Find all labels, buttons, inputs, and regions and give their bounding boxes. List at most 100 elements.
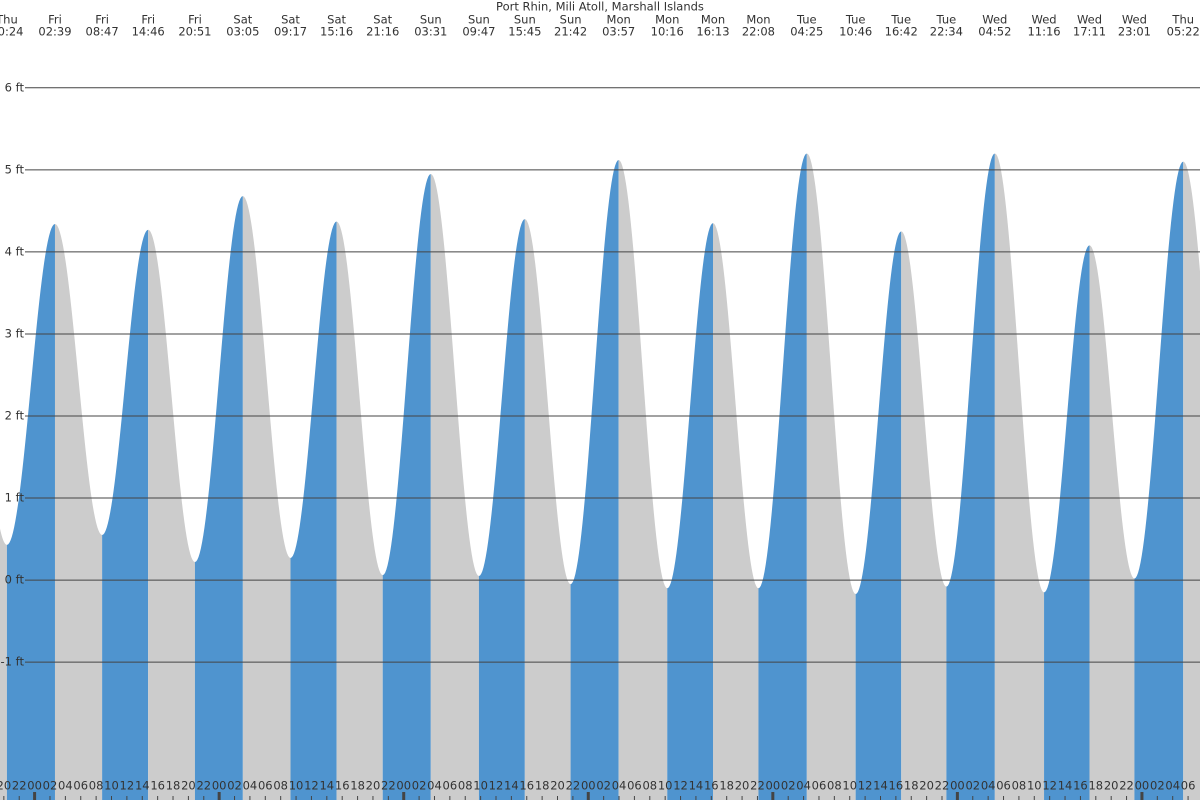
event-day: Mon [655, 13, 679, 27]
event-day: Wed [1032, 13, 1057, 27]
x-tick-label: 08 [89, 779, 104, 793]
x-tick-label: 00 [581, 779, 596, 793]
x-tick-label: 04 [243, 779, 258, 793]
x-tick-label: 02 [1150, 779, 1165, 793]
x-tick-label: 12 [673, 779, 688, 793]
x-tick-label: 00 [766, 779, 781, 793]
y-tick-label: 5 ft [5, 162, 25, 176]
x-tick-label: 06 [1181, 779, 1196, 793]
x-tick-label: 14 [504, 779, 519, 793]
x-tick-label: 16 [519, 779, 534, 793]
x-tick-label: 08 [642, 779, 657, 793]
event-time: 17:11 [1073, 25, 1106, 39]
tide-fill [0, 528, 7, 800]
event-time: 21:42 [554, 25, 587, 39]
tide-fill [336, 221, 383, 800]
event-time: 09:17 [274, 25, 307, 39]
y-tick-label: 2 ft [5, 409, 25, 423]
event-day: Fri [141, 13, 155, 27]
event-time: 09:47 [462, 25, 495, 39]
y-tick-label: 4 ft [5, 244, 25, 258]
x-tick-label: 06 [627, 779, 642, 793]
tide-fill [946, 153, 995, 800]
event-day: Tue [890, 13, 911, 27]
tide-fill [901, 231, 947, 800]
event-time: 08:47 [86, 25, 119, 39]
event-day: Thu [1171, 13, 1194, 27]
event-time: 11:16 [1027, 25, 1060, 39]
x-tick-label: 04 [612, 779, 627, 793]
event-time: 16:13 [696, 25, 729, 39]
event-day: Sat [281, 13, 300, 27]
tide-fill [618, 160, 668, 800]
tide-fill [806, 153, 856, 800]
x-tick-label: 14 [135, 779, 150, 793]
x-tick-label: 18 [350, 779, 365, 793]
x-tick-label: 20 [919, 779, 934, 793]
event-time: 03:57 [602, 25, 635, 39]
event-time: 14:46 [132, 25, 165, 39]
x-tick-label: 10 [842, 779, 857, 793]
y-tick-label: -1 ft [1, 655, 25, 669]
x-tick-label: 04 [981, 779, 996, 793]
x-tick-label: 16 [335, 779, 350, 793]
x-tick-label: 04 [796, 779, 811, 793]
tide-fill [758, 153, 807, 800]
x-tick-label: 08 [458, 779, 473, 793]
y-tick-label: 6 ft [5, 80, 25, 94]
tide-fill [1044, 245, 1090, 800]
event-day: Sat [327, 13, 346, 27]
x-tick-label: 04 [427, 779, 442, 793]
x-tick-label: 02 [412, 779, 427, 793]
tide-fill [1089, 245, 1135, 800]
event-day: Mon [701, 13, 725, 27]
x-tick-label: 02 [781, 779, 796, 793]
x-tick-label: 12 [304, 779, 319, 793]
x-tick-label: 10 [104, 779, 119, 793]
x-tick-label: 16 [1073, 779, 1088, 793]
event-time: 10:46 [839, 25, 872, 39]
x-tick-label: 12 [1042, 779, 1057, 793]
x-tick-label: 18 [1088, 779, 1103, 793]
x-tick-label: 00 [396, 779, 411, 793]
labels: Thu20:24Fri02:39Fri08:47Fri14:46Fri20:51… [0, 13, 1200, 793]
event-time: 16:42 [885, 25, 918, 39]
x-tick-label: 12 [489, 779, 504, 793]
event-day: Sat [373, 13, 392, 27]
event-day: Wed [1077, 13, 1102, 27]
x-tick-label: 16 [704, 779, 719, 793]
x-tick-label: 10 [658, 779, 673, 793]
tide-fill [290, 221, 337, 800]
event-day: Tue [845, 13, 866, 27]
x-tick-label: 20 [366, 779, 381, 793]
event-time: 15:45 [508, 25, 541, 39]
tide-fill [524, 219, 571, 800]
x-tick-label: 08 [273, 779, 288, 793]
event-time: 04:25 [790, 25, 823, 39]
x-tick-label: 02 [43, 779, 58, 793]
tide-fill [430, 173, 479, 800]
x-tick-label: 06 [812, 779, 827, 793]
tide-fill [102, 229, 149, 800]
event-day: Fri [95, 13, 109, 27]
x-tick-label: 10 [289, 779, 304, 793]
tide-fill [667, 223, 713, 800]
x-tick-label: 08 [1012, 779, 1027, 793]
x-tick-label: 12 [120, 779, 135, 793]
x-tick-label: 06 [73, 779, 88, 793]
tide-fill [148, 229, 195, 800]
tide-fill [713, 223, 759, 800]
x-tick-label: 04 [58, 779, 73, 793]
event-time: 22:08 [742, 25, 775, 39]
x-tick-label: 10 [473, 779, 488, 793]
event-time: 02:39 [38, 25, 71, 39]
x-tick-label: 22 [1119, 779, 1134, 793]
x-tick-label: 00 [950, 779, 965, 793]
event-time: 20:51 [178, 25, 211, 39]
x-tick-label: 00 [27, 779, 42, 793]
tide-fill [994, 153, 1045, 800]
x-tick-label: 18 [535, 779, 550, 793]
tide-fill [570, 160, 619, 800]
x-tick-label: 22 [566, 779, 581, 793]
